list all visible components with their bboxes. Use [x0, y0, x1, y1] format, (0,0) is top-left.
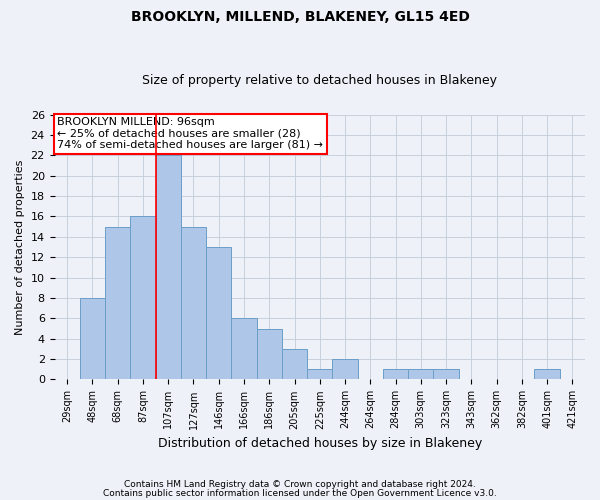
- Bar: [535, 370, 560, 380]
- Bar: [130, 216, 155, 380]
- Bar: [105, 226, 130, 380]
- Text: BROOKLYN, MILLEND, BLAKENEY, GL15 4ED: BROOKLYN, MILLEND, BLAKENEY, GL15 4ED: [131, 10, 469, 24]
- Bar: [433, 370, 458, 380]
- Bar: [181, 226, 206, 380]
- Title: Size of property relative to detached houses in Blakeney: Size of property relative to detached ho…: [142, 74, 497, 87]
- Bar: [383, 370, 408, 380]
- Bar: [408, 370, 433, 380]
- X-axis label: Distribution of detached houses by size in Blakeney: Distribution of detached houses by size …: [158, 437, 482, 450]
- Bar: [232, 318, 257, 380]
- Bar: [332, 359, 358, 380]
- Bar: [80, 298, 105, 380]
- Bar: [307, 370, 332, 380]
- Y-axis label: Number of detached properties: Number of detached properties: [15, 160, 25, 334]
- Bar: [282, 349, 307, 380]
- Text: Contains HM Land Registry data © Crown copyright and database right 2024.: Contains HM Land Registry data © Crown c…: [124, 480, 476, 489]
- Bar: [257, 328, 282, 380]
- Text: Contains public sector information licensed under the Open Government Licence v3: Contains public sector information licen…: [103, 489, 497, 498]
- Bar: [206, 247, 232, 380]
- Bar: [155, 156, 181, 380]
- Text: BROOKLYN MILLEND: 96sqm
← 25% of detached houses are smaller (28)
74% of semi-de: BROOKLYN MILLEND: 96sqm ← 25% of detache…: [57, 117, 323, 150]
